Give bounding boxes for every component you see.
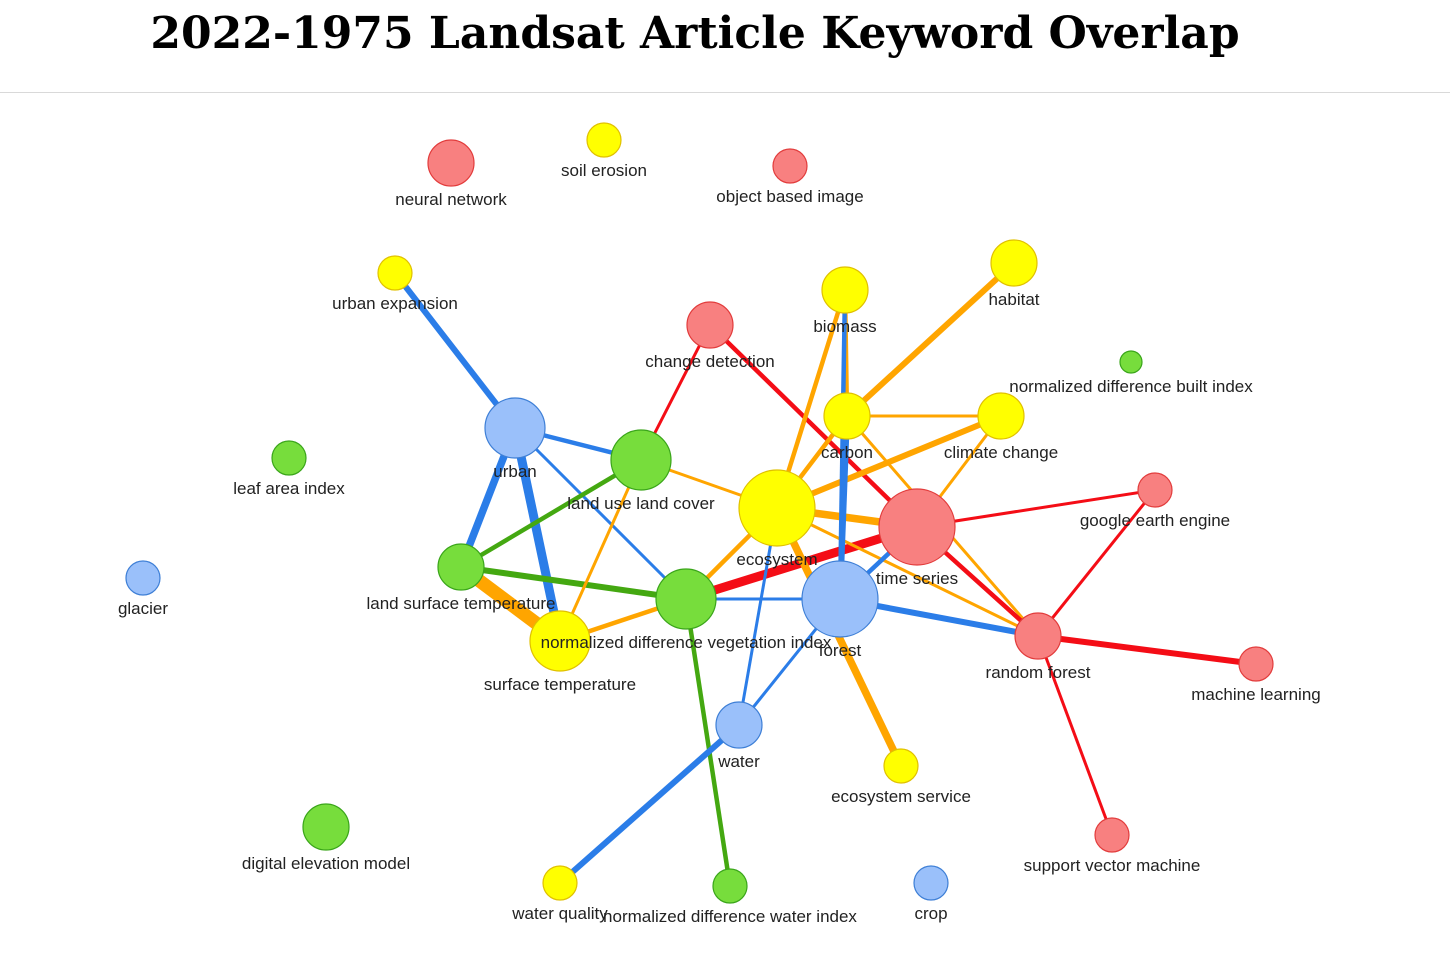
node-label-water-quality: water quality [511,904,608,923]
node-label-machine-learning: machine learning [1191,685,1320,704]
node-label-carbon: carbon [821,443,873,462]
node-label-urban-expansion: urban expansion [332,294,458,313]
node-digital-elevation-model[interactable] [302,803,350,851]
node-label-urban: urban [493,462,536,481]
node-label-ecosystem-service: ecosystem service [831,787,971,806]
node-label-water: water [717,752,760,771]
node-habitat[interactable] [990,239,1038,287]
edge-urban-to-normalized-difference-vegetation-index[interactable] [513,426,688,601]
nodes-layer [125,122,1274,904]
node-neural-network[interactable] [427,139,475,187]
edge-normalized-difference-vegetation-index-to-normalized-difference-water-index[interactable] [683,598,733,887]
node-change-detection[interactable] [686,301,734,349]
node-soil-erosion[interactable] [586,122,622,158]
node-label-time-series: time series [876,569,958,588]
node-object-based-image[interactable] [772,148,808,184]
edge-time-series-to-google-earth-engine[interactable] [916,488,1156,529]
node-label-land-surface-temperature: land surface temperature [367,594,556,613]
node-label-google-earth-engine: google earth engine [1080,511,1230,530]
node-label-surface-temperature: surface temperature [484,675,636,694]
node-label-normalized-difference-vegetation-index: normalized difference vegetation index [541,633,832,652]
edge-land-surface-temperature-to-normalized-difference-vegetation-index[interactable] [460,564,687,602]
edge-habitat-to-carbon[interactable] [844,260,1017,419]
node-label-ecosystem: ecosystem [736,550,817,569]
node-label-habitat: habitat [988,290,1039,309]
node-land-surface-temperature[interactable] [437,543,485,591]
edge-water-to-water-quality[interactable] [558,722,741,886]
node-normalized-difference-water-index[interactable] [712,868,748,904]
node-label-land-use-land-cover: land use land cover [567,494,715,513]
edge-land-surface-temperature-to-land-use-land-cover[interactable] [459,458,643,569]
node-label-soil-erosion: soil erosion [561,161,647,180]
node-label-biomass: biomass [813,317,876,336]
node-crop[interactable] [913,865,949,901]
node-ecosystem-service[interactable] [883,748,919,784]
node-label-leaf-area-index: leaf area index [233,479,345,498]
node-biomass[interactable] [821,266,869,314]
node-climate-change[interactable] [977,392,1025,440]
node-label-glacier: glacier [118,599,168,618]
node-support-vector-machine[interactable] [1094,817,1130,853]
node-machine-learning[interactable] [1238,646,1274,682]
node-land-use-land-cover[interactable] [610,429,672,491]
node-label-normalized-difference-built-index: normalized difference built index [1009,377,1253,396]
node-label-support-vector-machine: support vector machine [1024,856,1201,875]
node-urban[interactable] [484,397,546,459]
node-urban-expansion[interactable] [377,255,413,291]
node-label-change-detection: change detection [645,352,775,371]
node-forest[interactable] [801,560,879,638]
node-carbon[interactable] [823,392,871,440]
edge-urban-expansion-to-urban[interactable] [392,271,518,430]
header: 2022-1975 Landsat Article Keyword Overla… [0,0,1450,93]
edge-google-earth-engine-to-random-forest[interactable] [1036,489,1157,637]
node-label-random-forest: random forest [986,663,1091,682]
edge-random-forest-to-support-vector-machine[interactable] [1036,635,1114,836]
node-label-digital-elevation-model: digital elevation model [242,854,410,873]
node-label-normalized-difference-water-index: normalized difference water index [603,907,857,926]
edge-urban-to-surface-temperature[interactable] [510,427,565,642]
page-title: 2022-1975 Landsat Article Keyword Overla… [150,8,1240,59]
node-normalized-difference-built-index[interactable] [1119,350,1143,374]
node-label-climate-change: climate change [944,443,1058,462]
edge-random-forest-to-machine-learning[interactable] [1037,633,1257,667]
edge-change-detection-to-time-series[interactable] [708,323,919,529]
node-water[interactable] [715,701,763,749]
node-label-crop: crop [914,904,947,923]
node-leaf-area-index[interactable] [271,440,307,476]
node-surface-temperature[interactable] [529,610,591,672]
node-normalized-difference-vegetation-index[interactable] [655,568,717,630]
node-random-forest[interactable] [1014,612,1062,660]
labels-layer: neural network soil erosion object based i… [118,161,1321,926]
node-time-series[interactable] [878,488,956,566]
node-ecosystem[interactable] [738,469,816,547]
node-label-forest: forest [819,641,862,660]
edge-ecosystem-to-random-forest[interactable] [776,506,1039,638]
node-label-object-based-image: object based image [716,187,863,206]
node-water-quality[interactable] [542,865,578,901]
node-glacier[interactable] [125,560,161,596]
edge-surface-temperature-to-land-use-land-cover[interactable] [558,459,643,642]
node-label-neural-network: neural network [395,190,507,209]
edge-ecosystem-to-climate-change[interactable] [775,413,1003,511]
node-google-earth-engine[interactable] [1137,472,1173,508]
